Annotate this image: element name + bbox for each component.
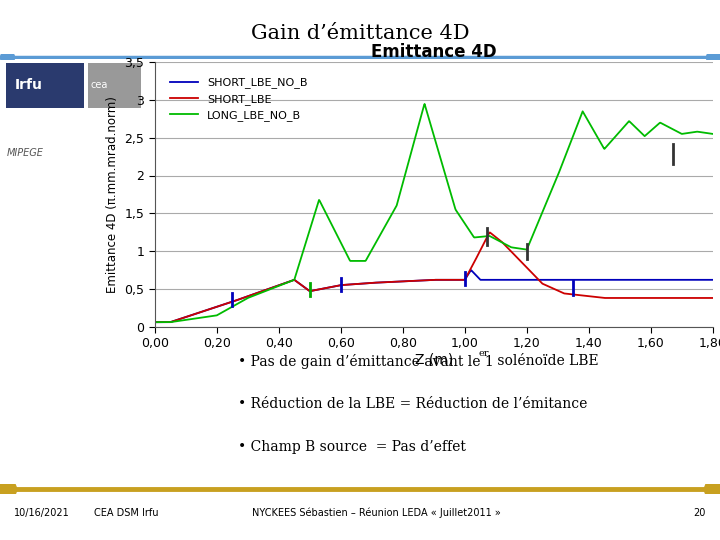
X-axis label: Z (m): Z (m)	[415, 353, 453, 367]
Text: • Pas de gain d’émittance avant le 1: • Pas de gain d’émittance avant le 1	[238, 354, 493, 369]
Line: SHORT_LBE: SHORT_LBE	[155, 232, 713, 322]
SHORT_LBE_NO_B	[150, 319, 159, 326]
SHORT_LBE	[376, 279, 384, 286]
Text: Gain d’émittance 4D: Gain d’émittance 4D	[251, 24, 469, 43]
SHORT_LBE_NO_B	[467, 267, 475, 273]
SHORT_LBE_NO_B	[396, 278, 405, 285]
Text: cea: cea	[91, 80, 108, 90]
SHORT_LBE_NO_B	[708, 276, 717, 283]
SHORT_LBE	[534, 276, 543, 283]
SHORT_LBE	[396, 278, 405, 285]
LONG_LBE_NO_B	[207, 313, 216, 319]
LONG_LBE_NO_B	[708, 131, 717, 137]
SHORT_LBE_NO_B	[596, 276, 605, 283]
Line: SHORT_LBE_NO_B: SHORT_LBE_NO_B	[155, 270, 713, 322]
SHORT_LBE	[586, 293, 595, 300]
SHORT_LBE_NO_B	[376, 279, 384, 286]
Text: NYCKEES Sébastien – Réunion LEDA « Juillet2011 »: NYCKEES Sébastien – Réunion LEDA « Juill…	[252, 508, 500, 518]
FancyBboxPatch shape	[88, 63, 141, 108]
LONG_LBE_NO_B	[534, 218, 543, 225]
Text: MIPEGE: MIPEGE	[6, 148, 43, 158]
SHORT_LBE_NO_B	[534, 276, 543, 283]
LONG_LBE_NO_B	[420, 101, 429, 107]
Text: er: er	[479, 349, 490, 359]
Y-axis label: Emittance 4D (π.mm.mrad.norm): Emittance 4D (π.mm.mrad.norm)	[106, 96, 119, 293]
LONG_LBE_NO_B	[150, 319, 159, 326]
Title: Emittance 4D: Emittance 4D	[371, 43, 497, 60]
Line: LONG_LBE_NO_B: LONG_LBE_NO_B	[155, 104, 713, 322]
Text: 10/16/2021: 10/16/2021	[14, 508, 70, 518]
SHORT_LBE	[596, 294, 605, 301]
Text: CEA DSM Irfu: CEA DSM Irfu	[94, 508, 158, 518]
FancyBboxPatch shape	[6, 63, 84, 108]
Text: • Champ B source  = Pas d’effet: • Champ B source = Pas d’effet	[238, 440, 465, 454]
SHORT_LBE_NO_B	[207, 305, 216, 312]
SHORT_LBE_NO_B	[586, 276, 595, 283]
LONG_LBE_NO_B	[376, 231, 384, 238]
Legend: SHORT_LBE_NO_B, SHORT_LBE, LONG_LBE_NO_B: SHORT_LBE_NO_B, SHORT_LBE, LONG_LBE_NO_B	[166, 73, 312, 126]
Text: 20: 20	[693, 508, 706, 518]
Text: solénoïde LBE: solénoïde LBE	[493, 354, 599, 368]
SHORT_LBE	[150, 319, 159, 326]
LONG_LBE_NO_B	[596, 139, 605, 146]
LONG_LBE_NO_B	[586, 122, 595, 128]
SHORT_LBE	[207, 305, 216, 312]
SHORT_LBE	[708, 295, 717, 301]
Text: Irfu: Irfu	[15, 78, 42, 92]
Text: • Réduction de la LBE = Réduction de l’émitance: • Réduction de la LBE = Réduction de l’é…	[238, 397, 587, 411]
SHORT_LBE	[485, 229, 494, 235]
LONG_LBE_NO_B	[396, 188, 405, 194]
